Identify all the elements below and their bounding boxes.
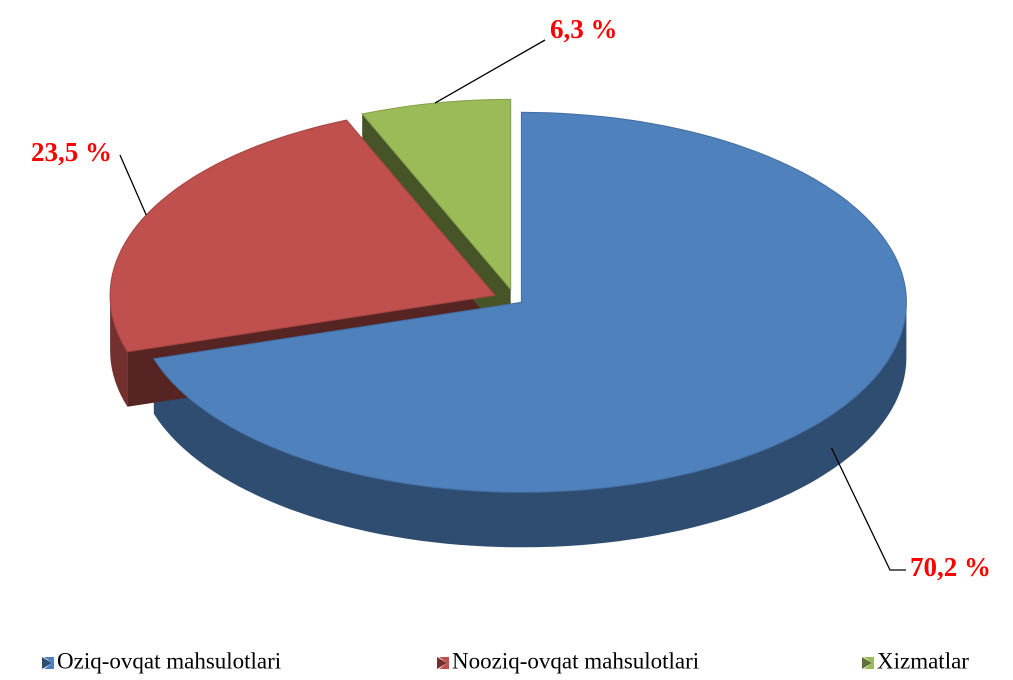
leader-line — [830, 447, 906, 571]
slice — [152, 111, 907, 493]
legend-label: Oziq-ovqat mahsulotlari — [57, 648, 281, 673]
slice-side — [110, 295, 128, 407]
slice — [109, 119, 497, 353]
legend-marker — [439, 657, 449, 669]
legend-marker — [864, 657, 874, 669]
legend-marker — [44, 657, 54, 669]
legend-label: Nooziq-ovqat mahsulotlari — [452, 648, 699, 673]
legend-marker — [437, 657, 447, 669]
legend-marker — [862, 657, 872, 669]
legend-label: Xizmatlar — [877, 648, 969, 673]
data-label: 6,3 % — [550, 14, 618, 44]
data-label: 23,5 % — [31, 137, 112, 167]
legend-marker — [42, 657, 52, 669]
data-label: 70,2 % — [910, 552, 991, 582]
leader-line — [119, 154, 147, 216]
leader-line — [434, 39, 546, 104]
slice-side — [153, 302, 907, 548]
